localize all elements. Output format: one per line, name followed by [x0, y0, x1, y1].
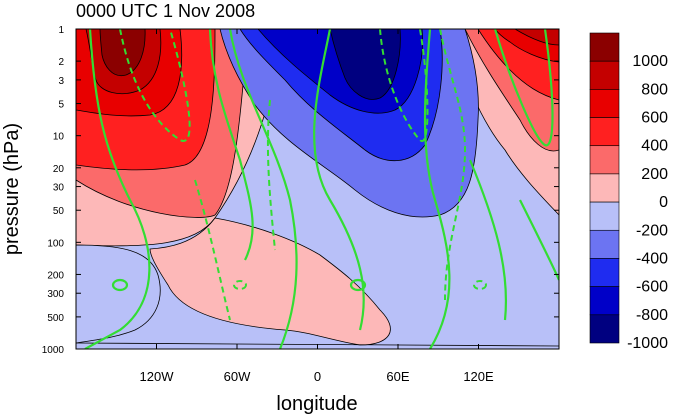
- colorbar-label: 0: [659, 194, 668, 211]
- x-axis: 120W 60W 0 60E 120E: [140, 29, 494, 384]
- colorbar-label: -400: [636, 250, 668, 267]
- colorbar-swatch: [589, 89, 620, 118]
- y-tick-label: 10: [53, 132, 65, 143]
- colorbar-label: 200: [641, 166, 668, 183]
- colorbar: 1000 800 600 400 200 0 -200 -400 -600 -800 -1000: [589, 32, 668, 352]
- green-contour-solid: [468, 159, 508, 321]
- negative-region-800: [329, 29, 401, 100]
- y-tick-label: 100: [47, 238, 64, 249]
- y-tick-label: 5: [58, 100, 64, 111]
- x-tick-label: 0: [314, 369, 321, 384]
- positive-lower-tongue-west: [149, 217, 391, 346]
- colorbar-label: -200: [636, 222, 668, 239]
- y-tick-label: 30: [53, 183, 65, 194]
- colorbar-label: 400: [641, 138, 668, 155]
- x-tick-label: 120E: [463, 369, 494, 384]
- colorbar-label: 600: [641, 110, 668, 127]
- colorbar-swatch: [589, 229, 620, 259]
- green-contour-dashed: [439, 29, 467, 301]
- colorbar-label: 800: [641, 81, 668, 98]
- colorbar-swatch: [589, 60, 620, 90]
- green-contour-small-loop-dashed: [473, 280, 487, 290]
- chart-title: 0000 UTC 1 Nov 2008: [76, 1, 255, 21]
- colorbar-label: 1000: [632, 53, 668, 70]
- green-contour-dashed: [119, 29, 191, 142]
- green-contour-solid: [208, 29, 254, 261]
- green-contour-small-loop: [111, 278, 129, 292]
- green-contour-solid: [84, 29, 151, 349]
- green-contour-small-loop: [349, 278, 367, 292]
- green-contour-dashed: [266, 99, 276, 251]
- y-tick-label: 200: [47, 270, 64, 281]
- colorbar-swatch: [589, 314, 620, 344]
- green-contour-small-loop-dashed: [233, 280, 247, 290]
- x-tick-label: 120W: [140, 369, 175, 384]
- y-tick-label: 1000: [42, 345, 65, 356]
- y-axis: 1 2 3 5 10 20 30 50 100 200 300 500 1000: [42, 25, 559, 356]
- plot-area: [76, 29, 559, 349]
- green-contour-dashed: [379, 29, 429, 143]
- y-tick-label: 20: [53, 164, 65, 175]
- colorbar-label: -600: [636, 279, 668, 296]
- colorbar-swatch: [589, 258, 620, 287]
- overlay-contours: [84, 29, 559, 349]
- y-tick-label: 300: [47, 289, 64, 300]
- colorbar-swatch: [589, 286, 620, 316]
- green-contour-solid: [228, 29, 298, 349]
- y-tick-label: 1: [58, 25, 64, 36]
- x-axis-title: longitude: [276, 393, 357, 415]
- colorbar-swatch: [589, 145, 620, 175]
- colorbar-swatch: [589, 117, 620, 147]
- green-contour-solid: [519, 199, 559, 281]
- colorbar-label: -800: [636, 307, 668, 324]
- y-tick-label: 2: [58, 57, 64, 68]
- colorbar-label: -1000: [627, 335, 668, 352]
- y-axis-title: pressure (hPa): [1, 123, 23, 255]
- y-tick-label: 3: [58, 76, 64, 87]
- colorbar-swatch: [589, 173, 620, 203]
- positive-region-1000: [99, 29, 146, 77]
- colorbar-swatch: [589, 32, 620, 62]
- positive-region-east-800: [514, 29, 559, 46]
- overlay-contours-dashed: [119, 29, 487, 321]
- green-contour-solid: [313, 29, 365, 331]
- green-contour-solid: [493, 29, 554, 147]
- y-tick-label: 50: [53, 206, 65, 217]
- y-tick-label: 500: [47, 313, 64, 324]
- x-tick-label: 60E: [386, 369, 409, 384]
- colorbar-swatch: [589, 201, 620, 231]
- x-tick-label: 60W: [224, 369, 251, 384]
